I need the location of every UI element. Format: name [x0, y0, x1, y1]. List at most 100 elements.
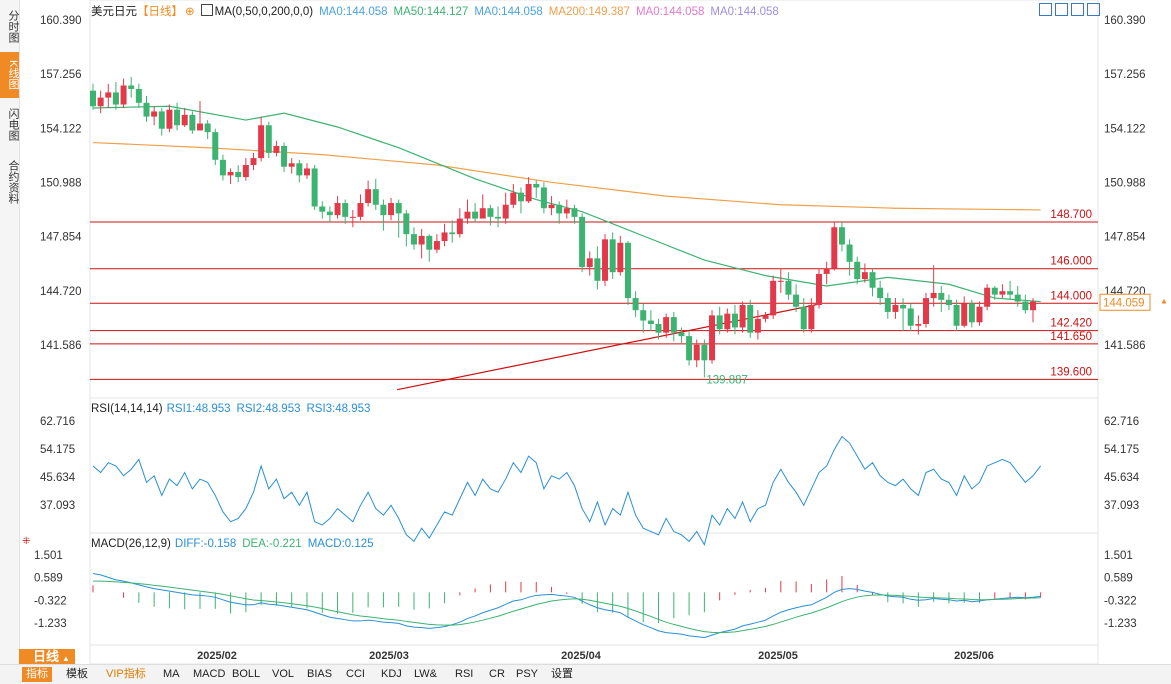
chart-canvas[interactable]: 160.390 160.390 157.256 157.256 154.122 154.1… [0, 0, 1171, 664]
period-selector[interactable]: 日线 ▲ [19, 649, 75, 665]
legend-macd-item-2: MACD:0.125 [307, 538, 374, 550]
candle-body [724, 313, 731, 330]
candle-body [90, 90, 96, 107]
candle-body [426, 235, 433, 250]
price-y-tick: 160.390 [40, 15, 82, 27]
period-label: 日线 [33, 649, 60, 664]
candle-body [647, 320, 654, 325]
candle-body [456, 218, 463, 235]
legend-ma-params: MA(0,50,0,200,0,0) [214, 6, 314, 18]
price-y-tick-right: 154.122 [1104, 123, 1146, 135]
tab-ma[interactable]: MA [163, 668, 180, 680]
candle-body [563, 208, 570, 214]
candle-body [479, 208, 486, 219]
legend-rsi-item-2: RSI3:48.953 [306, 403, 371, 415]
current-price-tag [1099, 293, 1151, 311]
candle-body [395, 203, 402, 214]
tab-lw[interactable]: LW& [414, 668, 438, 680]
zoom-out-icon[interactable] [1071, 3, 1084, 16]
candle-body [311, 168, 318, 207]
legend-ma-item-1: MA50:144.127 [393, 6, 469, 18]
rsi-y-tick-right: 37.093 [1104, 500, 1139, 512]
tab-macd[interactable]: MACD [193, 668, 226, 680]
candle-body [487, 208, 494, 217]
candle-body [793, 294, 800, 307]
candle-body [242, 165, 249, 178]
candle-body [380, 204, 387, 216]
rsi-y-tick-right: 62.716 [1104, 416, 1139, 428]
tab-1[interactable]: 模板 [66, 668, 88, 680]
candle-body [831, 227, 838, 269]
candle-body [449, 232, 456, 235]
bottom-toolbar: 指标 模板 VIP指标 MA MACD BOLL VOL BIAS CCI KDJ LW& RSI CR… [0, 664, 1171, 684]
candle-body [602, 239, 609, 281]
candle-body [105, 92, 112, 98]
x-axis-tick: 2025/03 [369, 650, 409, 662]
candle-body [915, 324, 922, 326]
tab-vol[interactable]: VOL [272, 668, 295, 680]
rsi-y-tick: 54.175 [40, 444, 75, 456]
tab-vip[interactable]: VIP指标 [106, 668, 146, 680]
tab-cci[interactable]: CCI [346, 668, 365, 680]
macd-y-tick: -0.322 [34, 595, 67, 607]
candle-body [991, 287, 998, 295]
candle-body [548, 204, 555, 209]
candle-body [861, 272, 868, 280]
x-axis-tick: 2025/04 [561, 650, 602, 662]
candle-body [158, 111, 165, 129]
legend-symbol: 美元日元 [91, 6, 137, 18]
candle-body [97, 97, 104, 107]
sidebar-item-kline[interactable]: K线图 [0, 52, 19, 98]
candle-body [296, 163, 303, 176]
ma-indicator-icon[interactable] [200, 4, 213, 16]
candle-body [624, 242, 631, 299]
rsi-y-tick: 45.634 [40, 472, 76, 484]
candle-body [212, 132, 219, 160]
price-y-tick: 150.988 [40, 178, 82, 190]
candle-body [586, 258, 593, 267]
candle-body [571, 208, 578, 217]
move-icon[interactable] [1039, 3, 1052, 16]
tab-boll[interactable]: BOLL [232, 668, 261, 680]
tab-rsi[interactable]: RSI [455, 668, 474, 680]
macd-y-tick: 0.589 [34, 573, 63, 585]
candle-body [640, 310, 647, 321]
tab-0[interactable]: 指标 [22, 667, 52, 682]
fullscreen-icon[interactable] [1087, 3, 1100, 16]
candle-body [892, 305, 899, 312]
zoom-in-icon[interactable] [1055, 3, 1068, 16]
settings-icon[interactable]: ⊕ [185, 6, 195, 18]
macd-y-tick-right: -1.233 [1104, 618, 1137, 630]
candle-body [349, 216, 356, 218]
level-label: 142.420 [1050, 318, 1092, 330]
sidebar-item-contract-info[interactable]: 合约资料 [7, 160, 19, 204]
tab-bias[interactable]: BIAS [307, 668, 333, 680]
tab-kdj[interactable]: KDJ [381, 668, 402, 680]
candle-body [716, 315, 723, 330]
legend-ma-item-4: MA0:144.058 [635, 6, 705, 18]
ma50-line [92, 105, 1041, 303]
rsi-line [92, 435, 1042, 546]
candle-body [433, 241, 440, 250]
tab-psy[interactable]: PSY [516, 668, 539, 680]
legend-ma-item-3: MA200:149.387 [548, 6, 630, 18]
legend-rsi-item-1: RSI2:48.953 [236, 403, 301, 415]
price-y-tick-right: 160.390 [1104, 15, 1146, 27]
candle-body [1022, 301, 1029, 311]
candle-body [869, 272, 876, 288]
candle-body [258, 125, 265, 159]
tab-14[interactable]: 设置 [551, 668, 573, 680]
rsi-y-tick-right: 54.175 [1104, 444, 1139, 456]
candle-body [900, 305, 907, 309]
candle-body [357, 203, 364, 217]
legend-macd-item-1: DEA:-0.221 [242, 538, 302, 550]
rsi-y-tick-right: 45.634 [1104, 472, 1140, 484]
level-label: 139.600 [1050, 366, 1092, 378]
candle-body [632, 298, 639, 311]
legend-ma-item-2: MA0:144.058 [474, 6, 543, 18]
macd-y-tick-right: -0.322 [1104, 595, 1137, 607]
candle-body [670, 317, 677, 333]
tab-cr[interactable]: CR [489, 668, 505, 680]
sidebar-item-timeshare[interactable]: 分时图 [7, 9, 19, 43]
sidebar-item-flash[interactable]: 闪电图 [7, 107, 19, 141]
